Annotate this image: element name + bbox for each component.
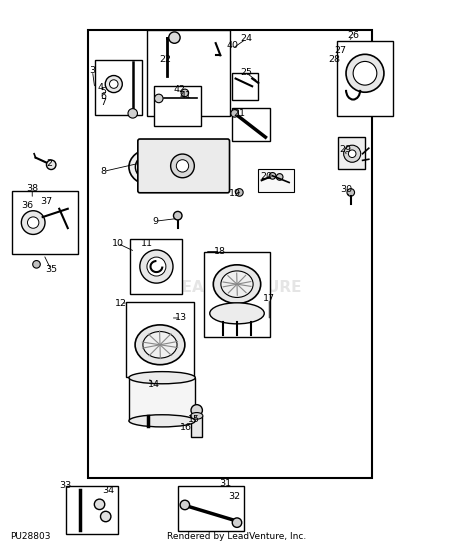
Ellipse shape (135, 325, 185, 365)
Circle shape (171, 154, 194, 178)
Circle shape (236, 189, 243, 196)
Text: 25: 25 (240, 69, 253, 77)
Bar (95, 60, 142, 115)
Circle shape (46, 160, 56, 170)
Circle shape (276, 174, 283, 180)
Text: 41: 41 (180, 91, 192, 100)
Text: 17: 17 (263, 294, 275, 303)
Bar (232, 73, 258, 100)
Circle shape (140, 250, 173, 283)
Text: 35: 35 (45, 265, 57, 274)
Text: 27: 27 (334, 46, 346, 55)
Text: 5: 5 (100, 87, 106, 96)
Circle shape (33, 260, 40, 268)
Text: 32: 32 (228, 492, 241, 501)
Text: 15: 15 (188, 415, 201, 424)
Circle shape (191, 405, 202, 416)
Text: 4: 4 (98, 83, 104, 92)
Bar (337, 41, 393, 116)
Circle shape (173, 211, 182, 220)
Bar (204, 252, 270, 337)
Text: 26: 26 (347, 32, 359, 40)
Text: 6: 6 (100, 92, 106, 101)
Circle shape (180, 500, 190, 510)
Text: 13: 13 (175, 314, 187, 322)
Text: 34: 34 (102, 486, 114, 495)
Text: 2: 2 (47, 159, 53, 168)
Bar (129, 378, 195, 421)
Text: 18: 18 (214, 247, 227, 256)
Text: 31: 31 (219, 479, 231, 488)
Text: LEAD VENTURE: LEAD VENTURE (172, 280, 302, 295)
Text: 36: 36 (21, 201, 34, 210)
Ellipse shape (129, 415, 195, 427)
Text: 7: 7 (100, 98, 106, 107)
Circle shape (128, 108, 137, 118)
Circle shape (344, 145, 361, 162)
Text: 37: 37 (40, 197, 53, 206)
Ellipse shape (191, 413, 203, 419)
Bar (191, 416, 202, 437)
Text: 19: 19 (228, 189, 241, 198)
Circle shape (348, 150, 356, 158)
Circle shape (100, 512, 111, 521)
Circle shape (155, 94, 163, 103)
Text: 22: 22 (159, 55, 171, 64)
Text: 28: 28 (328, 55, 340, 64)
Text: 3: 3 (90, 66, 95, 75)
Circle shape (169, 32, 180, 43)
Circle shape (346, 54, 384, 92)
Text: 16: 16 (180, 423, 192, 432)
FancyBboxPatch shape (138, 139, 229, 193)
Circle shape (353, 61, 377, 85)
Ellipse shape (221, 271, 253, 298)
Circle shape (21, 211, 45, 234)
Bar (147, 30, 230, 116)
Bar (154, 86, 201, 126)
Text: 9: 9 (153, 217, 158, 226)
Text: 33: 33 (59, 481, 72, 490)
Bar (130, 239, 182, 294)
Bar (88, 30, 372, 478)
Bar (126, 302, 194, 377)
Text: 40: 40 (226, 41, 238, 50)
Circle shape (94, 499, 105, 509)
Bar (12, 191, 78, 254)
Ellipse shape (143, 332, 177, 358)
Ellipse shape (210, 303, 264, 324)
Text: PU28803: PU28803 (10, 532, 51, 541)
Text: 38: 38 (26, 184, 38, 192)
Text: Rendered by LeadVenture, Inc.: Rendered by LeadVenture, Inc. (167, 532, 307, 541)
Circle shape (269, 173, 276, 179)
Ellipse shape (213, 265, 261, 304)
Text: 11: 11 (141, 239, 153, 248)
Ellipse shape (135, 154, 166, 180)
Circle shape (347, 189, 355, 196)
Text: 24: 24 (240, 34, 253, 43)
Ellipse shape (129, 372, 195, 384)
Text: 21: 21 (233, 109, 246, 118)
Text: 20: 20 (260, 173, 273, 181)
Text: 29: 29 (339, 145, 351, 154)
Text: 8: 8 (100, 167, 106, 176)
Text: 30: 30 (340, 185, 352, 194)
Bar (178, 486, 244, 531)
Ellipse shape (129, 149, 173, 185)
Bar (232, 108, 270, 141)
Circle shape (181, 89, 189, 97)
Circle shape (27, 217, 39, 228)
Bar (66, 486, 118, 534)
Circle shape (231, 109, 238, 117)
Bar (338, 137, 365, 169)
Circle shape (105, 76, 122, 92)
Circle shape (232, 518, 242, 528)
Text: 14: 14 (148, 380, 160, 389)
Circle shape (147, 257, 166, 276)
Bar (258, 169, 294, 192)
Text: 42: 42 (173, 85, 185, 94)
Text: 10: 10 (111, 239, 124, 248)
Text: 12: 12 (115, 299, 127, 307)
Circle shape (109, 80, 118, 88)
Circle shape (176, 160, 189, 172)
